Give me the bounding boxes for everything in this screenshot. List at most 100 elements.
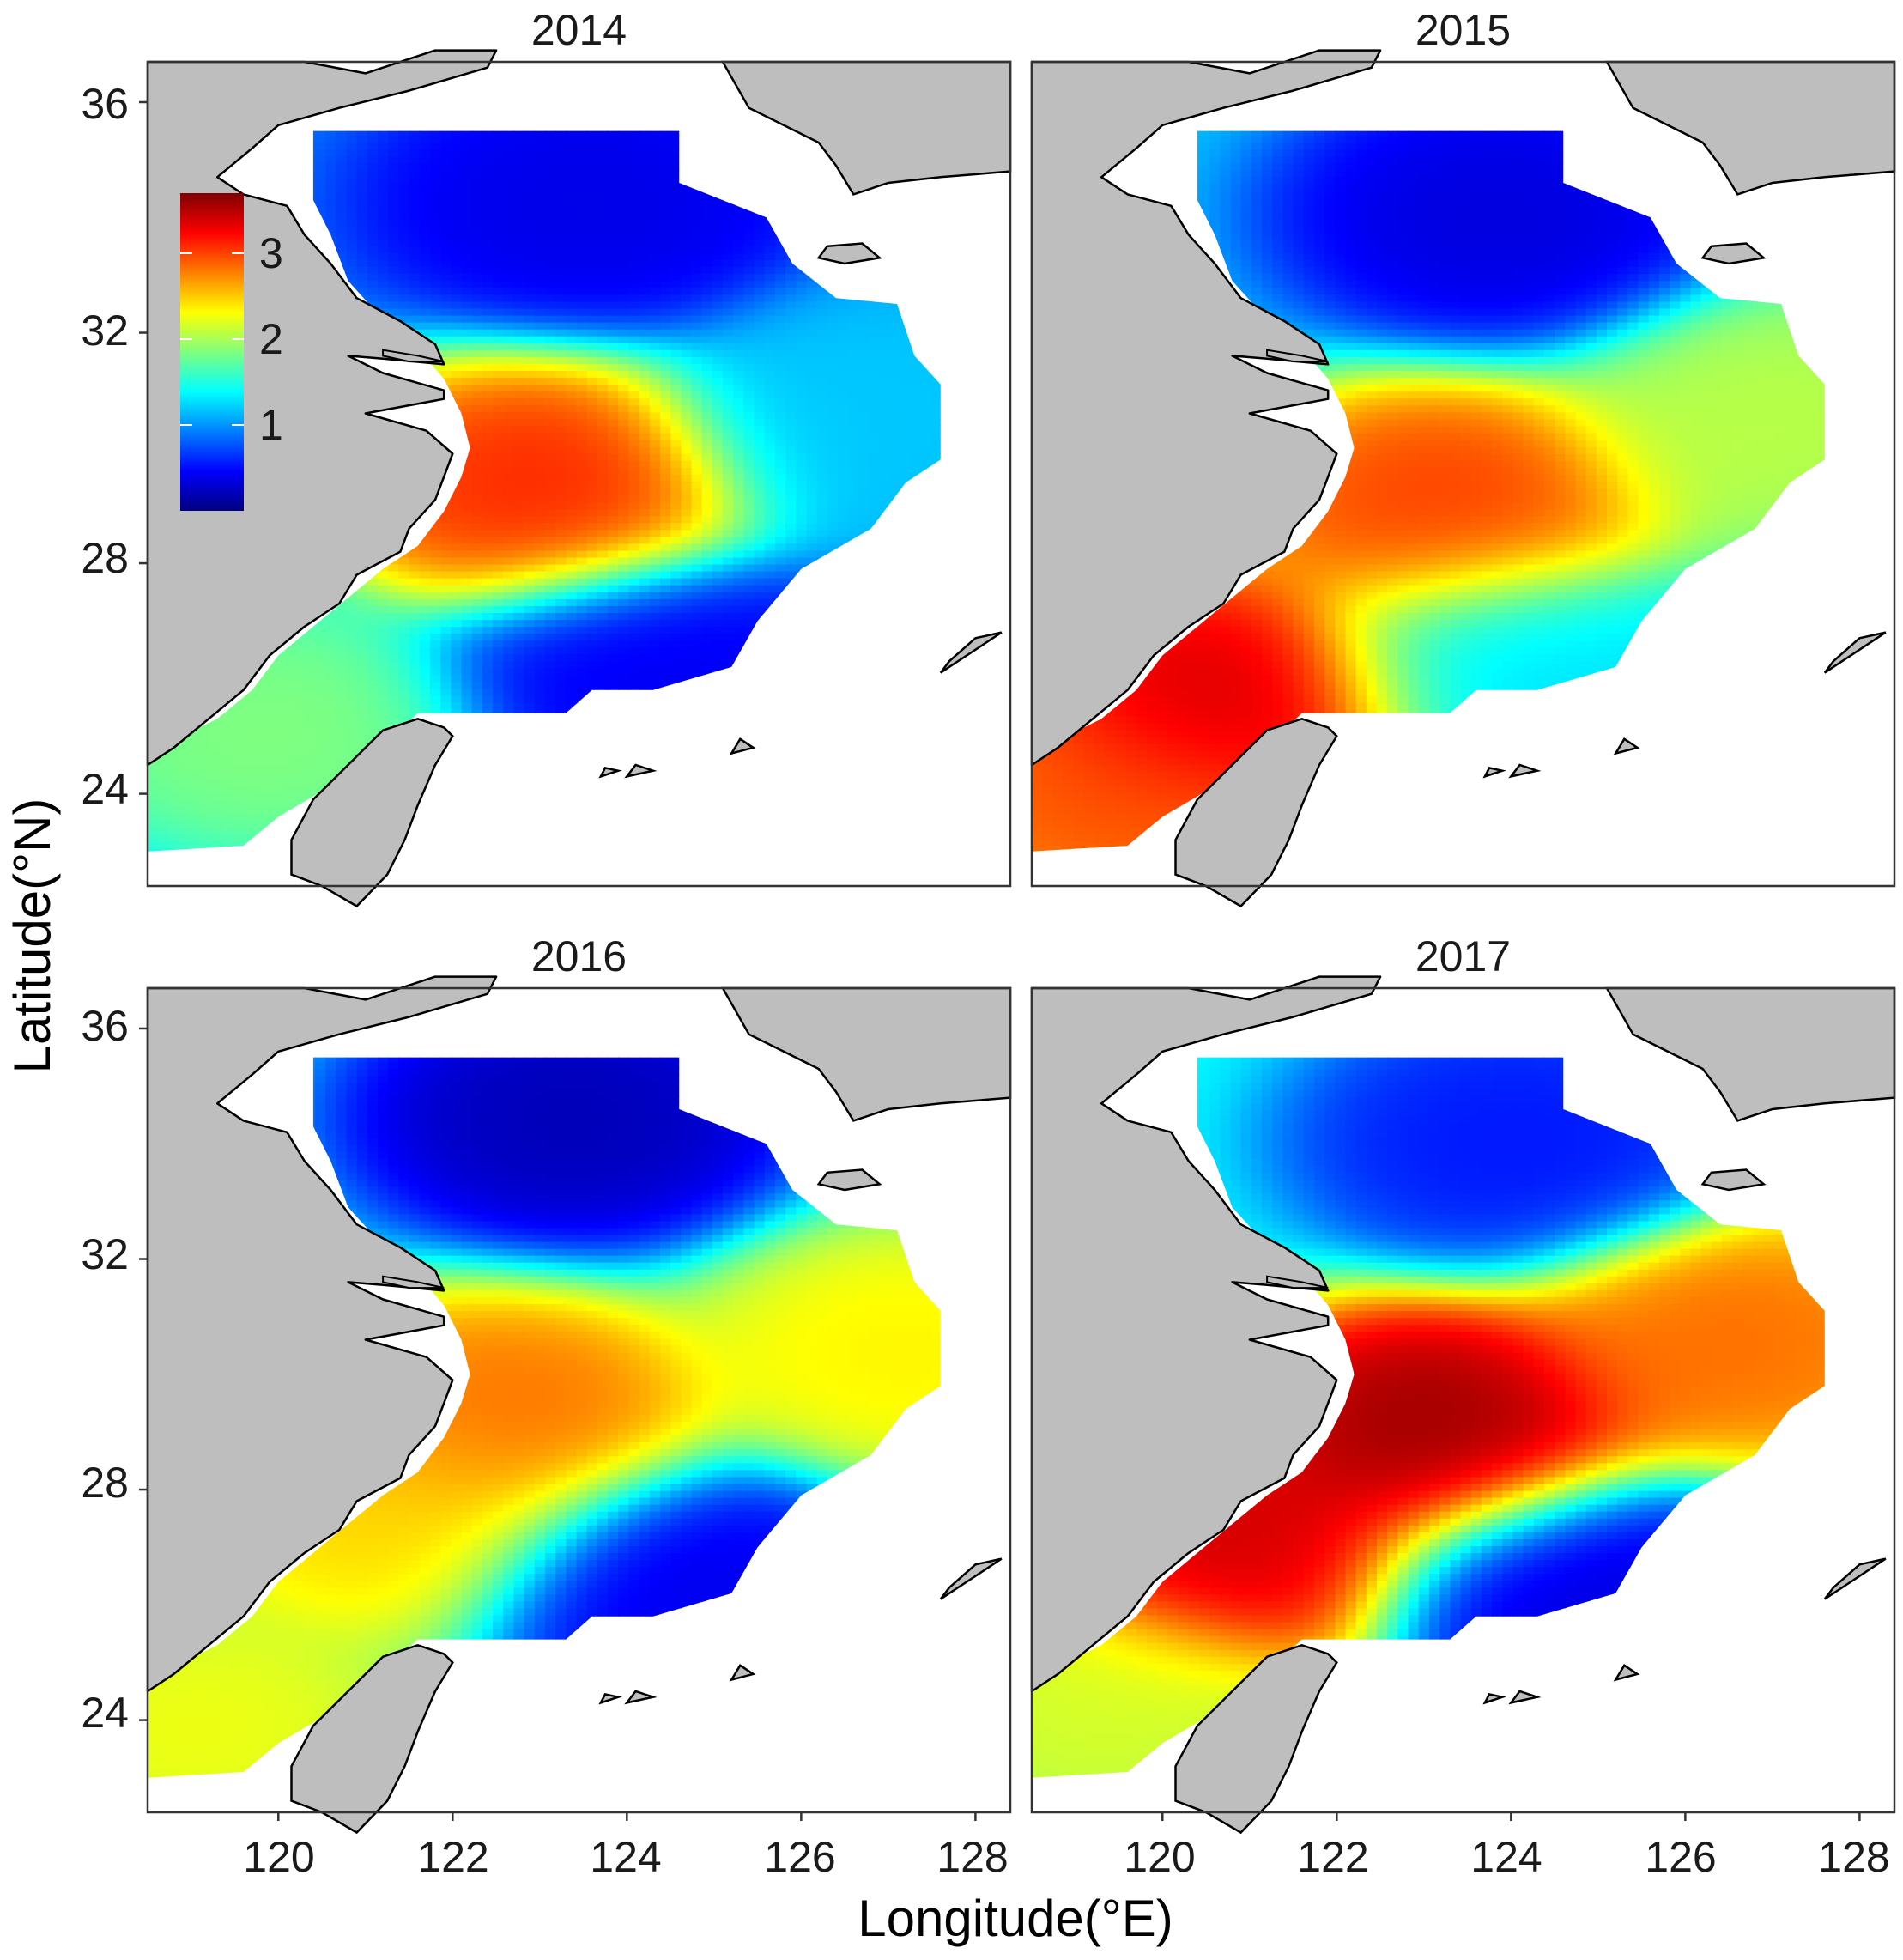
density-cell: [534, 584, 546, 592]
density-cell: [252, 812, 264, 821]
density-cell: [524, 563, 536, 572]
density-cell: [440, 626, 452, 634]
density-cell: [597, 155, 609, 164]
density-cell: [356, 162, 368, 171]
density-cell: [346, 646, 358, 655]
density-cell: [513, 681, 525, 689]
density-cell: [618, 481, 630, 488]
density-cell: [429, 640, 441, 648]
density-cell: [493, 536, 504, 544]
density-cell: [398, 259, 410, 268]
density-cell: [544, 149, 556, 157]
density-cell: [566, 370, 578, 379]
density-cell: [597, 674, 609, 683]
density-cell: [566, 688, 578, 696]
density-cell: [534, 232, 546, 240]
density-cell: [461, 681, 473, 689]
density-cell: [576, 563, 588, 572]
density-cell: [158, 785, 170, 793]
density-cell: [618, 287, 630, 295]
density-cell: [429, 363, 441, 371]
density-cell: [461, 130, 473, 137]
density-cell: [566, 300, 578, 309]
density-cell: [503, 556, 515, 565]
density-cell: [471, 612, 483, 620]
density-cell: [534, 176, 546, 185]
density-cell: [597, 294, 609, 302]
density-cell: [273, 674, 285, 683]
density-cell: [336, 169, 348, 178]
density-cell: [440, 246, 452, 254]
density-cell: [586, 439, 598, 447]
density-cell: [503, 646, 515, 655]
density-cell: [429, 252, 441, 261]
density-cell: [367, 252, 379, 261]
density-cell: [534, 377, 546, 385]
density-cell: [608, 377, 619, 385]
density-cell: [346, 743, 358, 752]
density-cell: [471, 404, 483, 413]
density-cell: [398, 307, 410, 316]
density-cell: [231, 826, 243, 834]
density-cell: [429, 203, 441, 212]
density-cell: [555, 640, 567, 648]
density-cell: [555, 135, 567, 143]
density-cell: [618, 176, 630, 185]
density-cell: [503, 169, 515, 178]
density-cell: [378, 294, 389, 302]
density-cell: [534, 210, 546, 219]
density-cell: [524, 633, 536, 641]
density-cell: [388, 155, 400, 164]
density-cell: [628, 335, 640, 343]
density-cell: [398, 280, 410, 288]
density-cell: [388, 294, 400, 302]
density-cell: [451, 307, 463, 316]
density-cell: [429, 335, 441, 343]
density-cell: [608, 653, 619, 662]
density-cell: [608, 356, 619, 364]
density-cell: [325, 701, 337, 710]
density-cell: [419, 155, 431, 164]
density-cell: [346, 203, 358, 212]
density-cell: [566, 135, 578, 143]
density-cell: [628, 217, 640, 226]
density-cell: [555, 612, 567, 620]
density-cell: [388, 674, 400, 683]
density-cell: [461, 183, 473, 191]
density-cell: [524, 439, 536, 447]
density-cell: [398, 646, 410, 655]
density-cell: [314, 130, 326, 137]
density-cell: [628, 169, 640, 178]
density-cell: [168, 847, 180, 852]
density-cell: [534, 342, 546, 350]
density-cell: [429, 626, 441, 634]
density-cell: [503, 130, 515, 137]
density-cell: [482, 708, 494, 717]
density-cell: [628, 280, 640, 288]
density-cell: [524, 377, 536, 385]
density-cell: [346, 619, 358, 628]
density-cell: [503, 135, 515, 143]
density-cell: [524, 549, 536, 558]
density-cell: [325, 771, 337, 780]
density-cell: [356, 633, 368, 641]
density-cell: [576, 232, 588, 240]
density-cell: [158, 757, 170, 766]
density-cell: [493, 466, 504, 475]
density-cell: [597, 515, 609, 524]
density-cell: [534, 239, 546, 246]
density-cell: [566, 481, 578, 488]
density-cell: [263, 695, 274, 703]
density-cell: [451, 130, 463, 137]
density-cell: [482, 356, 494, 364]
density-cell: [471, 708, 483, 717]
density-cell: [451, 543, 463, 551]
density-cell: [440, 287, 452, 295]
density-cell: [503, 266, 515, 275]
density-cell: [576, 349, 588, 357]
density-cell: [409, 646, 421, 655]
density-cell: [221, 798, 233, 807]
density-cell: [482, 452, 494, 461]
density-cell: [325, 149, 337, 157]
density-cell: [451, 149, 463, 157]
